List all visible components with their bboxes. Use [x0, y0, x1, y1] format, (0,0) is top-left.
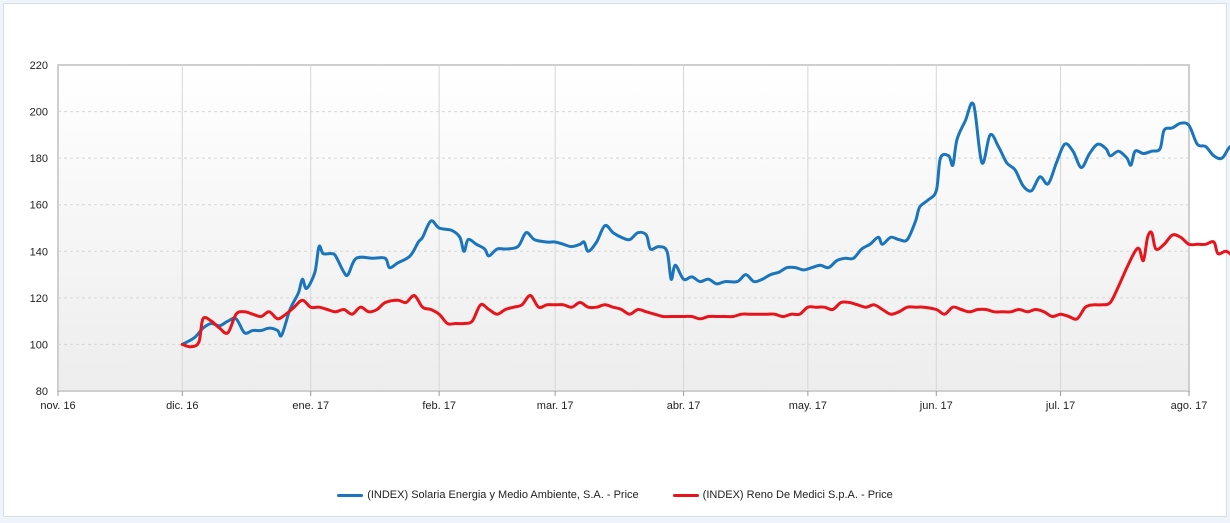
series-line-0	[180, 101, 1230, 346]
y-tick-label: 120	[30, 293, 48, 305]
legend-swatch-reno	[672, 493, 699, 497]
y-tick-label: 80	[36, 386, 48, 398]
x-tick-label: dic. 16	[166, 400, 198, 412]
y-tick-label: 220	[30, 60, 48, 72]
legend: (INDEX) Solaria Energia y Medio Ambiente…	[0, 489, 1230, 501]
y-tick-label: 180	[30, 153, 48, 165]
y-tick-label: 140	[30, 246, 48, 258]
x-tick-label: ago. 17	[1171, 400, 1208, 412]
series-lines	[180, 101, 1230, 349]
plot-area	[57, 64, 1190, 392]
y-tick-label: 100	[30, 339, 48, 351]
x-tick-label: may. 17	[789, 400, 827, 412]
x-tick-label: jun. 17	[919, 400, 953, 412]
legend-item-solaria[interactable]: (INDEX) Solaria Energia y Medio Ambiente…	[337, 489, 639, 501]
x-tick-label: abr. 17	[667, 400, 701, 412]
y-axis: 80 100 120 140 160 180 200 220	[30, 60, 48, 398]
grid-lines	[58, 65, 1189, 391]
legend-label-solaria: (INDEX) Solaria Energia y Medio Ambiente…	[367, 489, 639, 501]
legend-swatch-solaria	[337, 493, 364, 497]
legend-label-reno: (INDEX) Reno De Medici S.p.A. - Price	[702, 489, 893, 501]
legend-item-reno[interactable]: (INDEX) Reno De Medici S.p.A. - Price	[672, 489, 893, 501]
x-tick-label: nov. 16	[40, 400, 75, 412]
series-line-1	[180, 230, 1230, 349]
y-tick-label: 160	[30, 200, 48, 212]
x-tick-label: jul. 17	[1045, 400, 1075, 412]
y-tick-label: 200	[30, 107, 48, 119]
x-tick-label: feb. 17	[422, 400, 456, 412]
x-tick-label: mar. 17	[537, 400, 574, 412]
x-tick-label: ene. 17	[292, 400, 329, 412]
x-axis: nov. 16 dic. 16 ene. 17 feb. 17 mar. 17 abr. …	[40, 391, 1207, 412]
